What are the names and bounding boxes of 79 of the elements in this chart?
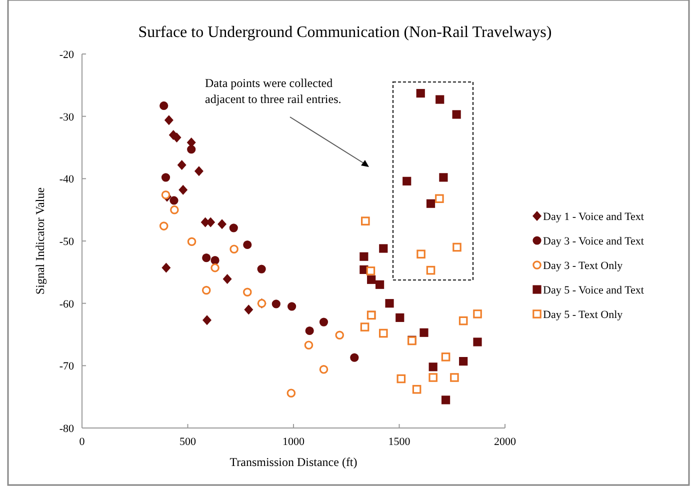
y-tick-label: -70: [59, 360, 74, 373]
point: [360, 322, 370, 332]
x-tick-label: 0: [79, 436, 86, 448]
point: [164, 115, 174, 126]
point: [172, 132, 182, 143]
point: [272, 300, 280, 308]
point: [206, 217, 216, 228]
point: [435, 194, 444, 204]
point: [378, 328, 388, 338]
point: [396, 313, 404, 322]
legend-label: Day 3 - Text Only: [543, 260, 624, 272]
point: [162, 262, 171, 273]
point: [319, 318, 328, 326]
point: [441, 396, 450, 404]
point: [305, 326, 314, 336]
point: [257, 264, 266, 274]
point: [243, 240, 252, 250]
point: [441, 352, 450, 362]
y-tick-label: -30: [59, 111, 74, 124]
x-tick-label: 1500: [388, 436, 411, 448]
point: [412, 384, 422, 394]
point: [202, 254, 211, 262]
y-tick-label: -80: [59, 423, 74, 435]
point: [160, 101, 168, 110]
point: [450, 373, 459, 382]
y-tick-label: -40: [59, 174, 74, 186]
point: [194, 166, 204, 176]
point: [177, 160, 186, 170]
legend-label: Day 1 - Voice and Text: [543, 211, 644, 223]
point: [452, 110, 461, 119]
point: [360, 252, 368, 261]
x-axis-title: Transmission Distance (ft): [230, 455, 358, 469]
point: [222, 274, 232, 284]
point: [385, 299, 394, 308]
point: [178, 184, 188, 195]
point: [170, 196, 178, 205]
point: [161, 190, 170, 200]
annotation: Data points were collected adjacent to three rail entries.: [205, 76, 342, 106]
point: [210, 256, 220, 265]
point: [361, 216, 370, 226]
point: [416, 250, 426, 258]
y-tick-label: -20: [59, 49, 74, 61]
point: [426, 199, 436, 208]
point: [452, 242, 462, 252]
y-tick-label: -60: [59, 298, 74, 310]
point: [428, 373, 438, 382]
point: [439, 173, 448, 182]
point: [218, 219, 227, 230]
point: [473, 338, 482, 346]
point: [428, 362, 438, 372]
point: [420, 328, 428, 337]
chart-title: Surface to Underground Communication (Non-Rail Travelways): [138, 24, 552, 41]
x-tick-label: 500: [180, 436, 196, 448]
point: [375, 280, 384, 289]
point: [416, 88, 425, 98]
point: [350, 353, 359, 362]
point: [244, 304, 254, 315]
point: [473, 310, 482, 318]
point: [161, 173, 170, 182]
x-tick-label: 1000: [282, 436, 305, 448]
point: [229, 224, 238, 232]
point: [367, 275, 376, 284]
point: [379, 244, 388, 253]
point: [426, 266, 436, 275]
point: [202, 315, 212, 326]
point: [288, 302, 296, 311]
point: [458, 316, 468, 326]
point: [436, 95, 444, 104]
point: [459, 357, 468, 366]
legend-label: Day 3 - Voice and Text: [543, 236, 644, 248]
y-tick-label: -50: [59, 236, 74, 248]
point: [402, 176, 412, 186]
legend-label: Day 5 - Text Only: [543, 309, 624, 321]
point: [396, 374, 406, 384]
point: [366, 266, 376, 276]
legend-label: Day 5 - Voice and Text: [543, 284, 644, 296]
point: [187, 145, 196, 154]
x-tick-label: 2000: [494, 436, 516, 448]
y-axis-title: Signal Indicator Value: [33, 187, 47, 295]
